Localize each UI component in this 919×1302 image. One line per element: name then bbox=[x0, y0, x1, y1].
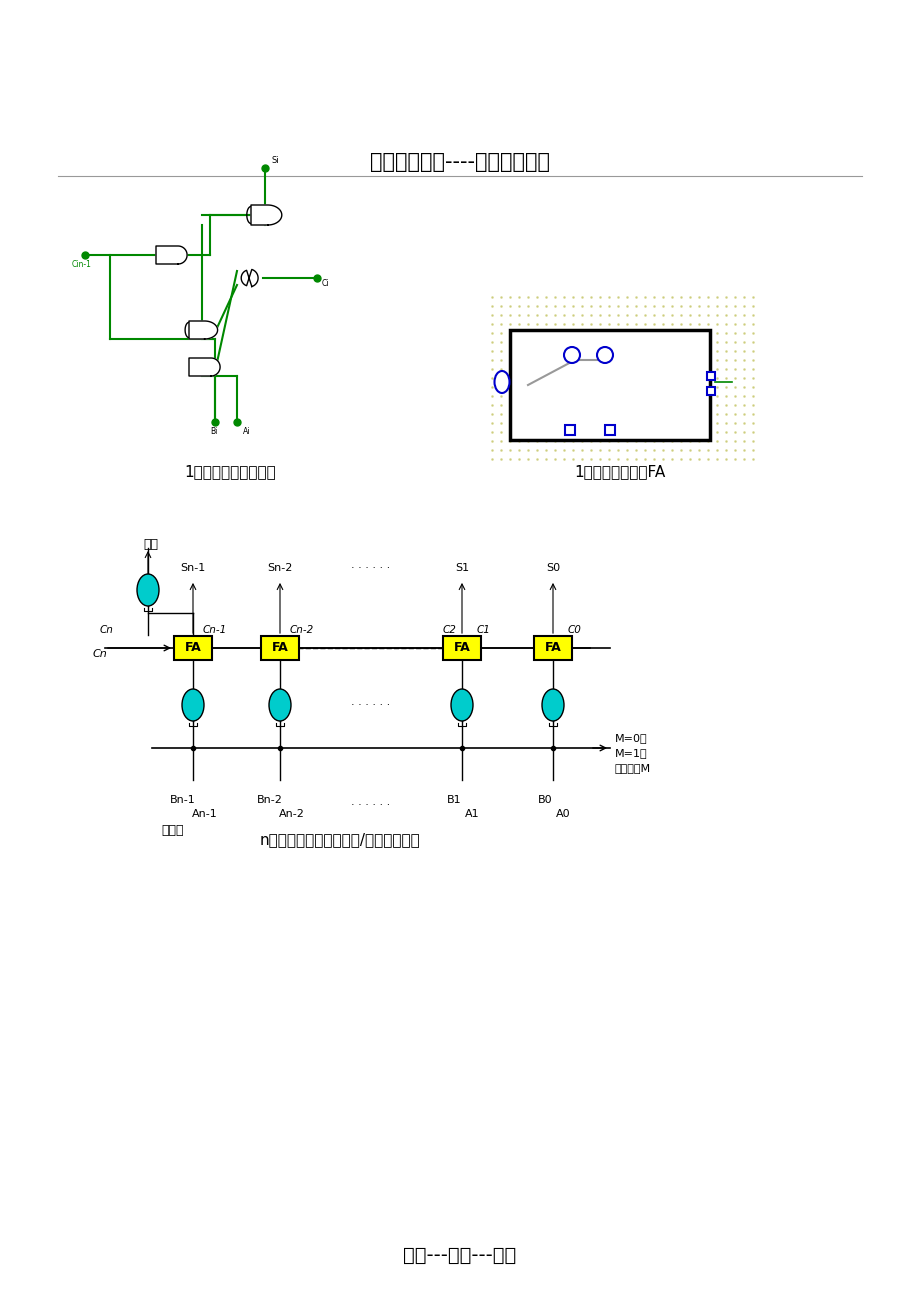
Text: Cin-1: Cin-1 bbox=[72, 260, 92, 270]
Text: S0: S0 bbox=[545, 562, 560, 573]
Text: B0: B0 bbox=[537, 796, 551, 805]
Text: Bn-1: Bn-1 bbox=[170, 796, 196, 805]
Text: Cn-1: Cn-1 bbox=[203, 625, 227, 635]
Bar bbox=[533, 635, 572, 660]
Text: FA: FA bbox=[453, 642, 470, 655]
Ellipse shape bbox=[137, 574, 159, 605]
Bar bbox=[261, 635, 299, 660]
Text: 溢出: 溢出 bbox=[143, 539, 158, 552]
Ellipse shape bbox=[268, 689, 290, 721]
Text: n位行波进位的补码加法/加法器原理图: n位行波进位的补码加法/加法器原理图 bbox=[259, 832, 420, 848]
Text: S1: S1 bbox=[454, 562, 469, 573]
Text: Cn: Cn bbox=[100, 625, 114, 635]
Text: · · · · · ·: · · · · · · bbox=[351, 562, 391, 573]
Text: 精选优质文档----倾情为你奉上: 精选优质文档----倾情为你奉上 bbox=[369, 152, 550, 172]
Polygon shape bbox=[251, 204, 281, 225]
Text: M=0加: M=0加 bbox=[614, 733, 647, 743]
Text: A1: A1 bbox=[464, 809, 479, 819]
Text: · · · · · ·: · · · · · · bbox=[351, 799, 391, 810]
Text: Bn-2: Bn-2 bbox=[256, 796, 283, 805]
Text: C0: C0 bbox=[567, 625, 582, 635]
Polygon shape bbox=[188, 322, 218, 339]
Ellipse shape bbox=[450, 689, 472, 721]
Text: A0: A0 bbox=[555, 809, 570, 819]
Polygon shape bbox=[188, 358, 220, 376]
Text: C2: C2 bbox=[443, 625, 457, 635]
Bar bbox=[564, 424, 574, 435]
Text: Cn-2: Cn-2 bbox=[289, 625, 313, 635]
Text: FA: FA bbox=[544, 642, 561, 655]
Text: Cn: Cn bbox=[93, 648, 108, 659]
Text: Sn-2: Sn-2 bbox=[267, 562, 292, 573]
Text: Si: Si bbox=[272, 156, 279, 165]
Bar bbox=[605, 424, 614, 435]
Circle shape bbox=[596, 348, 612, 363]
Text: 专心---专注---专业: 专心---专注---专业 bbox=[403, 1246, 516, 1264]
Text: An-2: An-2 bbox=[278, 809, 304, 819]
Bar bbox=[509, 329, 709, 440]
Bar bbox=[706, 387, 714, 395]
Bar bbox=[443, 635, 481, 660]
Text: 方式控制M: 方式控制M bbox=[614, 763, 651, 773]
Ellipse shape bbox=[494, 371, 509, 393]
Text: Ai: Ai bbox=[243, 427, 250, 436]
Text: C1: C1 bbox=[477, 625, 491, 635]
Text: FA: FA bbox=[185, 642, 201, 655]
Circle shape bbox=[563, 348, 579, 363]
Text: An-1: An-1 bbox=[192, 809, 218, 819]
Polygon shape bbox=[241, 270, 258, 286]
Ellipse shape bbox=[182, 689, 204, 721]
Text: B1: B1 bbox=[447, 796, 460, 805]
Ellipse shape bbox=[541, 689, 563, 721]
Polygon shape bbox=[156, 246, 187, 264]
Text: FA: FA bbox=[271, 642, 288, 655]
Bar bbox=[706, 372, 714, 380]
Text: 1位全加器封装图FA: 1位全加器封装图FA bbox=[573, 465, 665, 479]
Text: Bi: Bi bbox=[210, 427, 217, 436]
Text: 1位全加器逻辑电路图: 1位全加器逻辑电路图 bbox=[184, 465, 276, 479]
Text: · · · · · ·: · · · · · · bbox=[351, 700, 391, 710]
Text: 符号位: 符号位 bbox=[162, 823, 184, 836]
Text: Ci: Ci bbox=[322, 279, 329, 288]
Text: M=1减: M=1减 bbox=[614, 749, 647, 758]
Bar bbox=[174, 635, 211, 660]
Text: Sn-1: Sn-1 bbox=[180, 562, 206, 573]
